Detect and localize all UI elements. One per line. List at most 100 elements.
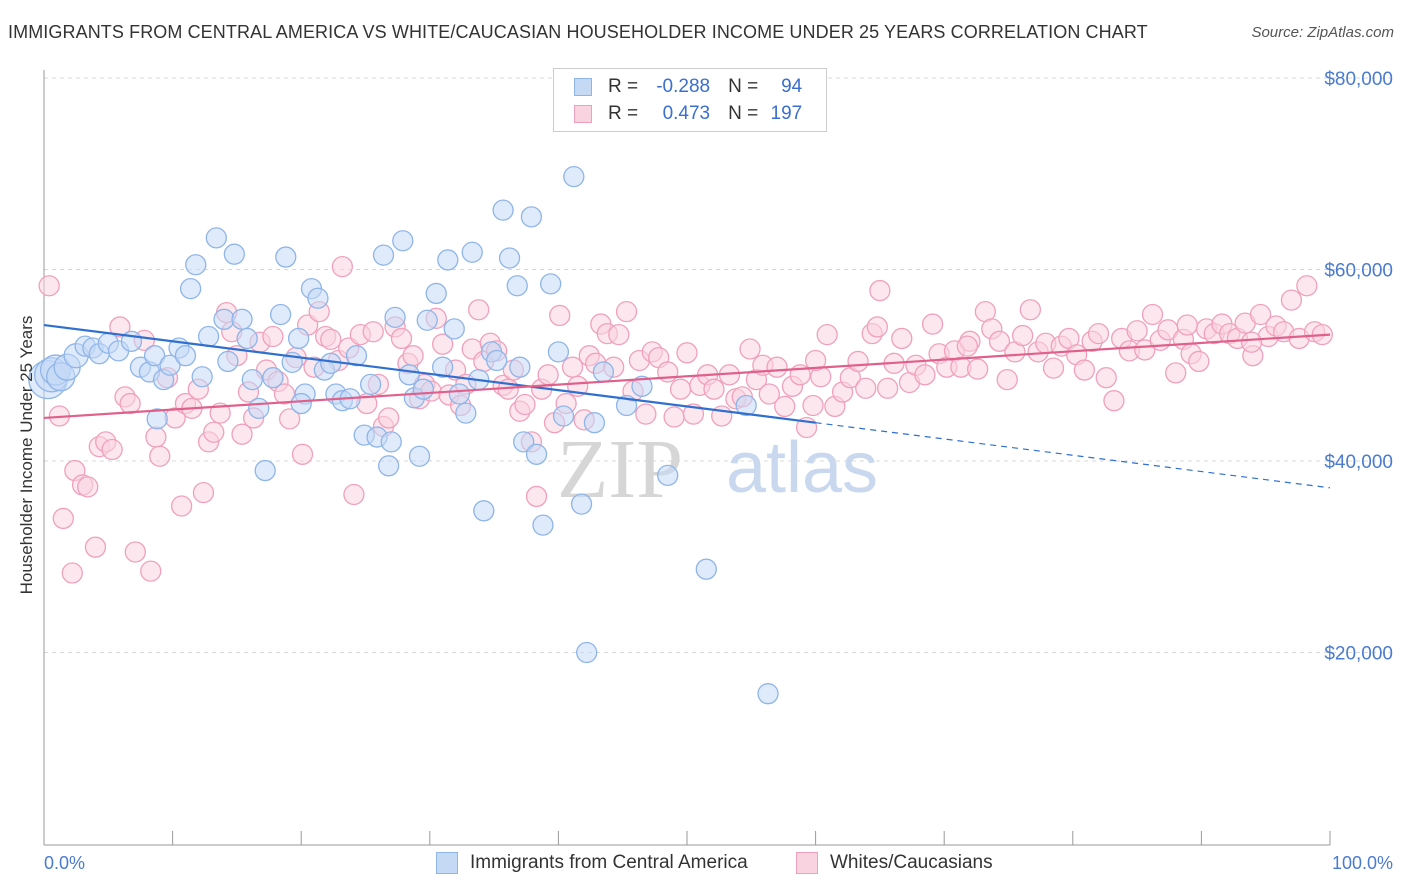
whites-point: [739, 338, 761, 360]
central-america-point: [576, 641, 598, 664]
central-america-point: [437, 249, 459, 271]
whites-point: [537, 364, 559, 386]
central-america-point: [408, 445, 431, 467]
central-america-point: [570, 493, 593, 515]
whites-point: [1134, 339, 1156, 361]
bottom-legend-central-america: Immigrants from Central America: [436, 852, 748, 874]
whites-points: [38, 255, 1333, 584]
central-america-point: [392, 230, 414, 252]
whites-point: [209, 402, 231, 424]
central-america-point: [269, 303, 292, 326]
central-america-point: [506, 275, 528, 297]
whites-point: [914, 364, 936, 386]
central-america-point: [146, 408, 168, 430]
trend-lines: [43, 323, 1331, 489]
central-america-point: [290, 392, 312, 415]
whites-point: [956, 335, 978, 357]
whites-point: [38, 275, 60, 297]
central-america-point: [359, 373, 382, 396]
whites-point: [676, 342, 698, 364]
bottom-legend-swatch-blue: [436, 852, 458, 874]
y-axis-title: Householder Income Under 25 Years: [17, 316, 36, 595]
x-tick-label-min: 0.0%: [44, 853, 85, 873]
whites-point: [608, 323, 630, 346]
whites-point: [192, 481, 215, 504]
legend-r-label: R =: [608, 103, 639, 124]
whites-point: [149, 445, 171, 467]
central-america-point: [307, 287, 329, 309]
x-tick-label-max: 100.0%: [1332, 853, 1393, 873]
legend-swatch-pink: [574, 105, 592, 123]
legend-n-label: N =: [728, 103, 759, 124]
whites-point: [1073, 359, 1096, 381]
whites-point: [1042, 357, 1065, 379]
whites-point: [635, 403, 657, 425]
whites-point: [669, 378, 692, 400]
central-america-point: [547, 341, 570, 363]
whites-point: [377, 407, 400, 429]
whites-point: [1176, 314, 1198, 336]
central-america-point: [455, 402, 477, 424]
central-america-trend-extension: [815, 422, 1331, 489]
central-america-point: [509, 356, 531, 378]
whites-point: [52, 507, 74, 530]
whites-point: [869, 279, 891, 302]
whites-point: [390, 327, 413, 350]
whites-point: [802, 394, 824, 417]
chart-title: IMMIGRANTS FROM CENTRAL AMERICA VS WHITE…: [8, 22, 1148, 42]
central-america-trend-line: [43, 323, 816, 424]
grid-lines: [44, 77, 1390, 653]
central-america-point: [412, 378, 435, 400]
whites-point: [145, 426, 167, 448]
whites-point: [231, 423, 253, 445]
central-america-point: [241, 368, 263, 391]
whites-point: [468, 299, 490, 321]
whites-point: [320, 328, 342, 351]
whites-point: [1087, 323, 1110, 345]
legend-swatch-blue: [574, 78, 592, 96]
central-america-point: [320, 352, 342, 374]
legend-row-whites: R = 0.473 N = 197: [574, 103, 802, 125]
whites-point: [966, 358, 989, 380]
central-america-point: [657, 464, 679, 487]
whites-point: [343, 483, 365, 506]
whites-point: [1240, 331, 1263, 353]
whites-point: [262, 325, 284, 348]
watermark: ZIP atlas: [557, 423, 878, 516]
whites-point: [1296, 275, 1318, 297]
whites-point: [758, 383, 780, 405]
whites-point: [61, 562, 83, 584]
whites-point: [866, 316, 888, 338]
legend-r-value: -0.288: [656, 76, 711, 97]
bottom-legend-swatch-pink: [796, 852, 818, 874]
central-america-point: [540, 273, 562, 295]
whites-point: [402, 345, 424, 367]
whites-point: [170, 495, 193, 517]
whites-point: [816, 323, 838, 346]
whites-point: [362, 321, 384, 343]
whites-point: [891, 327, 913, 350]
whites-point: [124, 541, 146, 563]
whites-point: [1126, 320, 1148, 342]
axes: [43, 70, 1331, 846]
whites-point: [1141, 303, 1164, 326]
whites-point: [855, 377, 877, 399]
whites-point: [77, 476, 99, 498]
whites-point: [514, 393, 536, 416]
central-america-point: [174, 345, 197, 367]
central-america-point: [248, 397, 270, 419]
central-america-point: [143, 345, 166, 367]
legend-r-value: 0.473: [662, 103, 711, 124]
central-america-point: [583, 412, 606, 434]
legend-n-value: 197: [770, 103, 803, 124]
central-america-point: [735, 394, 757, 417]
legend-n-value: 94: [781, 76, 803, 97]
central-america-point: [384, 306, 406, 329]
whites-point: [278, 408, 301, 430]
whites-point: [1165, 362, 1187, 384]
whites-point: [1249, 303, 1272, 326]
legend-n-label: N =: [728, 76, 759, 97]
central-america-point: [448, 383, 471, 405]
whites-point: [109, 316, 131, 338]
whites-point: [703, 378, 725, 400]
